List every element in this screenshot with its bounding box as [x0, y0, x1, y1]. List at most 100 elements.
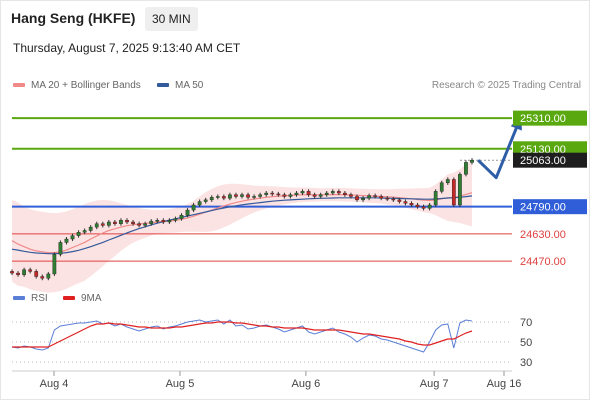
ma50-label: MA 50 [175, 80, 204, 91]
candle-body [258, 194, 263, 197]
candle-body [16, 272, 20, 275]
candle-body [355, 196, 359, 201]
candle-body [228, 194, 232, 199]
candle-body [451, 179, 456, 206]
candle-body [64, 238, 69, 243]
candle-body [445, 179, 450, 184]
candle-body [100, 223, 105, 226]
candle-body [458, 174, 462, 206]
price-label-bg-25063.00 [513, 152, 587, 168]
candle-body [143, 223, 148, 226]
ma50-line [11, 195, 473, 255]
candle-body [409, 203, 414, 206]
bollinger-band [12, 159, 472, 293]
chart-header: Hang Seng (HKFE) 30 MIN [0, 0, 590, 38]
instrument-title: Hang Seng (HKFE) [11, 10, 136, 26]
price-label-25063.00: 25063.00 [520, 155, 566, 167]
candle-body [215, 196, 220, 198]
timeframe-badge[interactable]: 30 MIN [145, 7, 198, 31]
candle-body [415, 204, 420, 207]
candle-body [197, 201, 202, 206]
x-tick-label: Aug 4 [40, 378, 69, 390]
candle-body [439, 182, 444, 192]
candle-body [113, 221, 117, 224]
ma9-swatch [63, 296, 75, 301]
candle-body [52, 254, 57, 275]
price-label-25310.00: 25310.00 [520, 113, 566, 125]
legend-rsi: RSI [13, 293, 48, 304]
candle-body [88, 226, 93, 231]
candle-body [10, 271, 14, 274]
candle-body [324, 192, 329, 195]
candle-body [252, 196, 256, 198]
candle-body [294, 192, 299, 195]
datetime-label: Thursday, August 7, 2025 9:13:40 AM CET [13, 41, 241, 55]
candle-body [470, 159, 474, 163]
candle-body [421, 206, 426, 209]
candle-body [203, 199, 208, 202]
candle-body [318, 194, 323, 197]
rsi-line [11, 319, 473, 353]
candle-body [94, 223, 99, 228]
candle-body [246, 194, 250, 198]
candle-body [46, 273, 51, 279]
legend-ma50: MA 50 [157, 80, 203, 91]
candle-body [191, 204, 196, 211]
candle-body [149, 220, 154, 224]
rsi-swatch [13, 296, 25, 301]
x-tick-label: Aug 16 [487, 378, 522, 390]
x-tick-label: Aug 6 [292, 378, 321, 390]
legend-bollinger: MA 20 + Bollinger Bands [13, 80, 141, 91]
candle-body [125, 220, 129, 223]
candle-body [379, 196, 384, 199]
candle-body [300, 191, 305, 194]
candle-body [221, 196, 226, 199]
price-label-bg-25310.00 [513, 110, 587, 126]
rsi-tick-label: 50 [520, 337, 532, 349]
candle-body [367, 195, 371, 199]
bollinger-swatch [13, 83, 25, 88]
ma50-swatch [157, 83, 169, 88]
candle-body [276, 193, 281, 196]
candle-body [349, 194, 353, 197]
candle-body [58, 242, 63, 255]
candle-body [185, 209, 190, 216]
ma9-label: 9MA [81, 293, 102, 304]
candle-body [28, 269, 33, 272]
candle-body [22, 269, 26, 275]
rsi-label: RSI [31, 293, 48, 304]
price-label-24630.00: 24630.00 [520, 229, 566, 241]
candle-body [336, 191, 341, 194]
candle-body [403, 201, 408, 204]
candle-body [282, 194, 287, 197]
candle-body [312, 194, 317, 197]
candle-body [306, 191, 311, 195]
candle-body [433, 191, 438, 206]
rsi-tick-label: 70 [520, 317, 532, 329]
candle-body [330, 191, 335, 194]
candle-body [40, 276, 45, 279]
candle-body [270, 192, 275, 195]
candle-body [167, 220, 172, 223]
candle-body [161, 220, 166, 223]
price-label-bg-24790.00 [513, 199, 587, 215]
bollinger-label: MA 20 + Bollinger Bands [31, 80, 141, 91]
candle-body [361, 197, 365, 201]
candle-body [119, 220, 123, 224]
candle-body [373, 195, 378, 197]
candle-body [264, 192, 269, 195]
candle-body [288, 194, 293, 197]
trend-arrow-line [477, 117, 522, 180]
candle-body [173, 218, 178, 221]
ma20-line [11, 192, 473, 254]
price-label-24470.00: 24470.00 [520, 256, 566, 268]
candle-body [131, 221, 135, 224]
candle-body [385, 197, 390, 200]
legend-ma9: 9MA [63, 293, 102, 304]
candle-body [82, 230, 87, 233]
price-label-bg-25130.00 [513, 141, 587, 157]
candle-body [427, 204, 432, 209]
candle-body [34, 271, 39, 277]
credit-text: Research © 2025 Trading Central [431, 80, 581, 91]
